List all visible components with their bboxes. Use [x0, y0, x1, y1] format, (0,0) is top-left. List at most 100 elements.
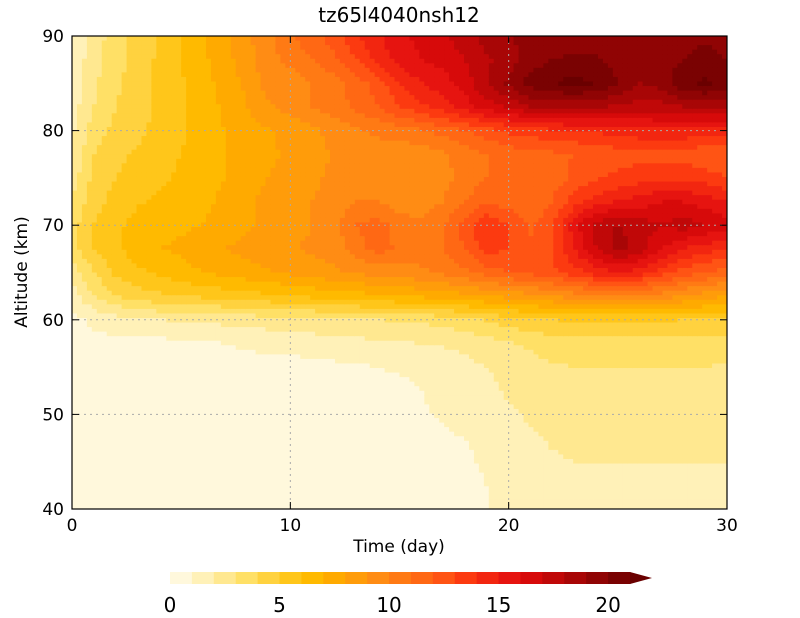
heatmap-cell	[181, 126, 187, 133]
heatmap-cell	[96, 395, 103, 401]
heatmap-cell	[270, 67, 277, 73]
heatmap-cell	[196, 327, 202, 333]
heatmap-cell	[121, 322, 128, 328]
heatmap-cell	[186, 286, 192, 292]
heatmap-cell	[230, 463, 237, 469]
heatmap-cell	[250, 49, 257, 55]
heatmap-cell	[280, 217, 286, 224]
heatmap-cell	[76, 322, 83, 328]
heatmap-cell	[196, 413, 202, 419]
heatmap-cell	[290, 304, 296, 310]
heatmap-cell	[111, 381, 118, 387]
heatmap-cell	[166, 377, 172, 383]
heatmap-cell	[156, 236, 162, 242]
heatmap-cell	[230, 317, 237, 324]
heatmap-cell	[111, 167, 118, 174]
heatmap-cell	[141, 349, 148, 355]
heatmap-cell	[101, 277, 108, 283]
heatmap-cell	[181, 108, 187, 114]
heatmap-cell	[76, 186, 83, 192]
heatmap-cell	[285, 63, 291, 69]
heatmap-cell	[156, 354, 162, 360]
heatmap-cell	[186, 49, 192, 55]
heatmap-cell	[106, 327, 113, 333]
heatmap-cell	[126, 404, 133, 410]
heatmap-cell	[210, 149, 217, 155]
heatmap-cell	[265, 122, 272, 128]
heatmap-cell	[91, 390, 98, 396]
heatmap-cell	[131, 404, 138, 410]
heatmap-cell	[116, 472, 123, 478]
heatmap-cell	[181, 190, 187, 196]
heatmap-cell	[121, 436, 128, 442]
heatmap-cell	[72, 322, 78, 328]
heatmap-cell	[161, 286, 167, 292]
heatmap-cell	[220, 267, 227, 274]
heatmap-cell	[250, 331, 257, 337]
heatmap-cell	[86, 154, 93, 160]
heatmap-cell	[260, 458, 267, 465]
heatmap-cell	[290, 108, 296, 114]
heatmap-cell	[295, 358, 301, 365]
heatmap-cell	[106, 272, 113, 278]
heatmap-cell	[295, 204, 301, 210]
heatmap-cell	[76, 358, 83, 365]
heatmap-cell	[156, 117, 162, 124]
heatmap-cell	[255, 136, 262, 142]
heatmap-cell	[245, 454, 252, 460]
heatmap-cell	[300, 258, 306, 265]
heatmap-cell	[295, 290, 301, 296]
heatmap-cell	[161, 199, 167, 205]
heatmap-cell	[106, 231, 113, 237]
heatmap-cell	[215, 481, 222, 487]
heatmap-cell	[235, 413, 242, 419]
heatmap-cell	[205, 208, 212, 214]
heatmap-cell	[235, 386, 242, 392]
heatmap-cell	[201, 463, 207, 469]
heatmap-cell	[146, 231, 152, 237]
heatmap-cell	[265, 204, 272, 210]
heatmap-cell	[91, 368, 98, 374]
heatmap-cell	[76, 245, 83, 251]
heatmap-cell	[91, 140, 98, 146]
heatmap-cell	[235, 254, 242, 260]
heatmap-cell	[91, 45, 98, 51]
heatmap-cell	[210, 195, 217, 201]
heatmap-cell	[91, 63, 98, 69]
heatmap-cell	[201, 140, 207, 146]
heatmap-cell	[210, 122, 217, 128]
heatmap-cell	[171, 486, 177, 492]
heatmap-cell	[76, 472, 83, 478]
heatmap-cell	[240, 204, 247, 210]
heatmap-cell	[265, 286, 272, 292]
heatmap-cell	[215, 231, 222, 237]
heatmap-cell	[225, 440, 232, 446]
heatmap-cell	[305, 104, 311, 110]
heatmap-cell	[201, 454, 207, 460]
heatmap-cell	[106, 413, 113, 419]
heatmap-cell	[215, 345, 222, 351]
heatmap-cell	[156, 167, 162, 174]
heatmap-cell	[270, 231, 277, 237]
heatmap-cell	[196, 386, 202, 392]
heatmap-cell	[210, 436, 217, 442]
heatmap-cell	[191, 81, 197, 87]
heatmap-cell	[126, 349, 133, 355]
heatmap-cell	[196, 258, 202, 265]
heatmap-cell	[220, 381, 227, 387]
heatmap-cell	[275, 63, 282, 69]
heatmap-cell	[126, 290, 133, 296]
heatmap-cell	[116, 195, 123, 201]
heatmap-cell	[176, 386, 182, 392]
heatmap-cell	[72, 454, 78, 460]
heatmap-cell	[81, 172, 88, 178]
heatmap-cell	[72, 445, 78, 451]
heatmap-cell	[176, 204, 182, 210]
heatmap-cell	[235, 72, 242, 78]
heatmap-cell	[131, 158, 138, 164]
heatmap-cell	[240, 140, 247, 146]
heatmap-cell	[230, 340, 237, 346]
heatmap-cell	[196, 67, 202, 73]
heatmap-cell	[96, 358, 103, 365]
